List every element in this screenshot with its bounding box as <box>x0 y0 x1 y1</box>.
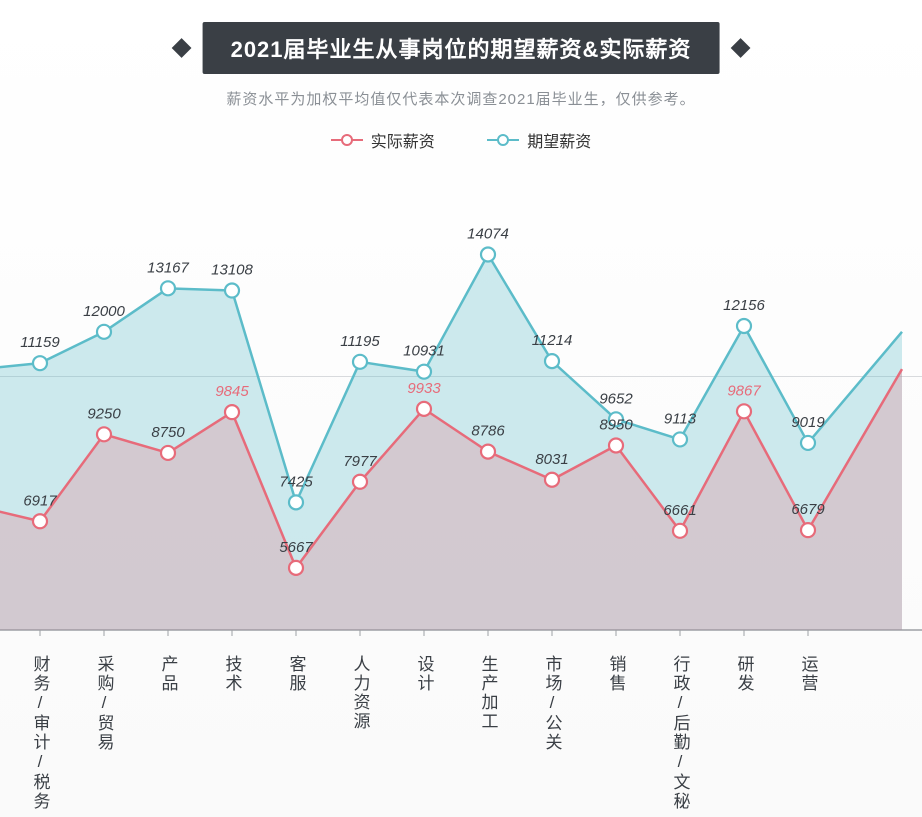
actual-value-label: 9867 <box>727 382 761 399</box>
x-axis-label: 生产加工 <box>476 655 501 731</box>
expected-value-label: 14074 <box>467 226 509 243</box>
actual-value-label: 6679 <box>791 501 825 518</box>
x-axis-label: 市场/公关 <box>540 655 565 752</box>
legend-label-expected: 期望薪资 <box>527 128 591 152</box>
line-chart: 11159 12000 13167 13108 7425 11195 10931 14074 1… <box>0 170 922 650</box>
x-axis-label: 行政/后勤/文秘 <box>668 655 693 811</box>
chart-container: 2021届毕业生从事岗位的期望薪资&实际薪资 薪资水平为加权平均值仅代表本次调查… <box>0 0 922 817</box>
actual-value-label: 7977 <box>343 453 377 470</box>
legend-item-actual: 实际薪资 <box>331 128 435 152</box>
x-axis-labels: 财务/审计/税务 采购/贸易 产品 技术 客服 人力资源 设计 生产加工 市场/公关 销售 行政/后… <box>0 655 922 815</box>
title-banner: 2021届毕业生从事岗位的期望薪资&实际薪资 <box>175 22 748 74</box>
expected-value-label: 9652 <box>599 390 633 407</box>
x-axis-label: 销售 <box>604 655 629 693</box>
expected-value-label: 11214 <box>532 332 573 349</box>
legend-marker-actual <box>331 133 363 147</box>
actual-value-label: 6661 <box>663 502 696 519</box>
title-ornament-left <box>172 38 192 58</box>
expected-value-label: 13167 <box>147 259 189 276</box>
actual-value-label: 8786 <box>471 423 505 440</box>
x-axis-label: 人力资源 <box>348 655 373 731</box>
actual-value-label: 9250 <box>87 405 121 422</box>
x-axis-label: 客服 <box>284 655 309 693</box>
x-axis-label: 设计 <box>412 655 437 693</box>
actual-value-label: 8750 <box>151 424 185 441</box>
x-axis-label: 运营 <box>796 655 821 693</box>
expected-value-label: 12000 <box>83 303 125 320</box>
chart-subtitle: 薪资水平为加权平均值仅代表本次调查2021届毕业生，仅供参考。 <box>0 88 922 109</box>
actual-value-label: 5667 <box>279 539 313 556</box>
x-axis-label: 技术 <box>220 655 245 693</box>
x-axis-label: 财务/审计/税务 <box>28 655 53 811</box>
expected-value-label: 7425 <box>279 473 313 490</box>
expected-value-label: 11159 <box>20 334 60 351</box>
legend-marker-expected <box>487 133 519 147</box>
x-axis-label: 研发 <box>732 655 757 693</box>
expected-value-label: 9113 <box>664 410 697 427</box>
chart-title: 2021届毕业生从事岗位的期望薪资&实际薪资 <box>203 22 720 74</box>
legend-item-expected: 期望薪资 <box>487 128 591 152</box>
chart-legend: 实际薪资 期望薪资 <box>0 128 922 152</box>
expected-value-label: 13108 <box>211 262 253 279</box>
x-axis-label: 产品 <box>156 655 181 693</box>
title-ornament-right <box>731 38 751 58</box>
actual-value-label: 6917 <box>23 492 57 509</box>
legend-label-actual: 实际薪资 <box>371 128 435 152</box>
expected-value-label: 11195 <box>340 333 380 350</box>
actual-value-label: 9845 <box>215 383 249 400</box>
actual-value-label: 9933 <box>407 380 441 397</box>
expected-value-label: 9019 <box>791 414 825 431</box>
expected-value-label: 10931 <box>403 343 445 360</box>
expected-value-label: 12156 <box>723 297 765 314</box>
actual-value-label: 8031 <box>535 451 568 468</box>
actual-value-label: 8950 <box>599 417 633 434</box>
x-axis-label: 采购/贸易 <box>92 655 117 752</box>
